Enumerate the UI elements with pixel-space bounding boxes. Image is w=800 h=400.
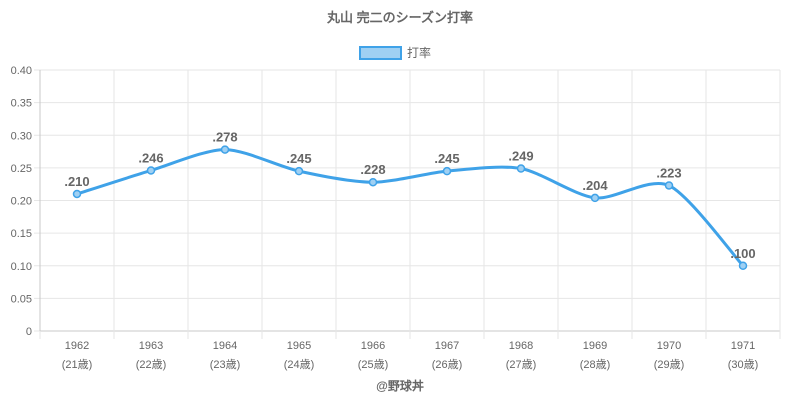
x-tick-label: 1962 (65, 340, 89, 352)
y-tick-label: 0.25 (11, 163, 32, 175)
y-axis: 0 0.05 0.10 0.15 0.20 0.25 0.30 0.35 0.40 (11, 65, 32, 338)
y-tick-label: 0.20 (11, 196, 32, 208)
x-tick-label: 1968 (509, 340, 533, 352)
x-tick-sublabel: (29歳) (654, 358, 685, 371)
data-point (72, 189, 82, 199)
legend-label: 打率 (407, 45, 431, 60)
legend[interactable]: 打率 (359, 45, 431, 60)
data-point (294, 166, 304, 176)
data-label: .223 (656, 165, 681, 180)
data-point (368, 177, 378, 187)
x-tick-label: 1970 (657, 340, 681, 352)
x-tick-label: 1964 (213, 340, 237, 352)
y-tick-label: 0.40 (11, 65, 32, 77)
data-point (516, 164, 526, 173)
gridlines (34, 69, 781, 339)
x-tick-sublabel: (26歳) (432, 358, 463, 371)
x-tick-sublabel: (24歳) (284, 358, 315, 371)
data-point (442, 166, 452, 176)
data-label: .249 (508, 149, 533, 164)
y-tick-label: 0.15 (11, 228, 32, 240)
x-tick-label: 1971 (731, 340, 755, 352)
x-tick-sublabel: (30歳) (728, 358, 759, 371)
data-label: .210 (64, 174, 89, 189)
x-tick-sublabel: (23歳) (210, 358, 241, 371)
x-tick-sublabel: (22歳) (136, 358, 167, 371)
data-point (664, 181, 674, 190)
data-label: .228 (360, 162, 385, 177)
y-tick-label: 0.10 (11, 261, 32, 273)
data-point (590, 193, 600, 203)
y-tick-label: 0.35 (11, 98, 32, 110)
y-tick-label: 0 (26, 326, 32, 338)
y-tick-label: 0.05 (11, 293, 32, 305)
y-tick-label: 0.30 (11, 130, 32, 142)
x-axis: 1962 (21歳) 1963 (22歳) 1964 (23歳) 1965 (24歳) 1966… (62, 340, 759, 371)
x-tick-label: 1966 (361, 340, 385, 352)
data-points (72, 145, 748, 270)
data-label: .246 (138, 150, 163, 165)
data-label: .100 (730, 246, 755, 261)
x-tick-sublabel: (25歳) (358, 358, 389, 371)
data-point (738, 261, 748, 270)
chart-title: 丸山 完二のシーズン打率 (326, 10, 473, 25)
series-line (76, 148, 745, 267)
x-tick-sublabel: (28歳) (580, 358, 611, 371)
x-tick-label: 1963 (139, 340, 163, 352)
legend-swatch (359, 46, 402, 60)
data-point (146, 166, 156, 175)
data-label: .245 (434, 151, 459, 166)
x-tick-label: 1967 (435, 340, 459, 352)
x-tick-label: 1969 (583, 340, 607, 352)
footer-credit: @野球丼 (376, 378, 424, 393)
x-tick-sublabel: (21歳) (62, 358, 93, 371)
data-label: .278 (212, 130, 237, 145)
data-labels: .210 .246 .278 .245 .228 .245 .249 .204 .223 .100 (64, 130, 755, 261)
data-label: .245 (286, 151, 311, 166)
data-point (220, 145, 230, 154)
x-tick-sublabel: (27歳) (506, 358, 537, 371)
data-label: .204 (582, 178, 608, 193)
x-tick-label: 1965 (287, 340, 311, 352)
